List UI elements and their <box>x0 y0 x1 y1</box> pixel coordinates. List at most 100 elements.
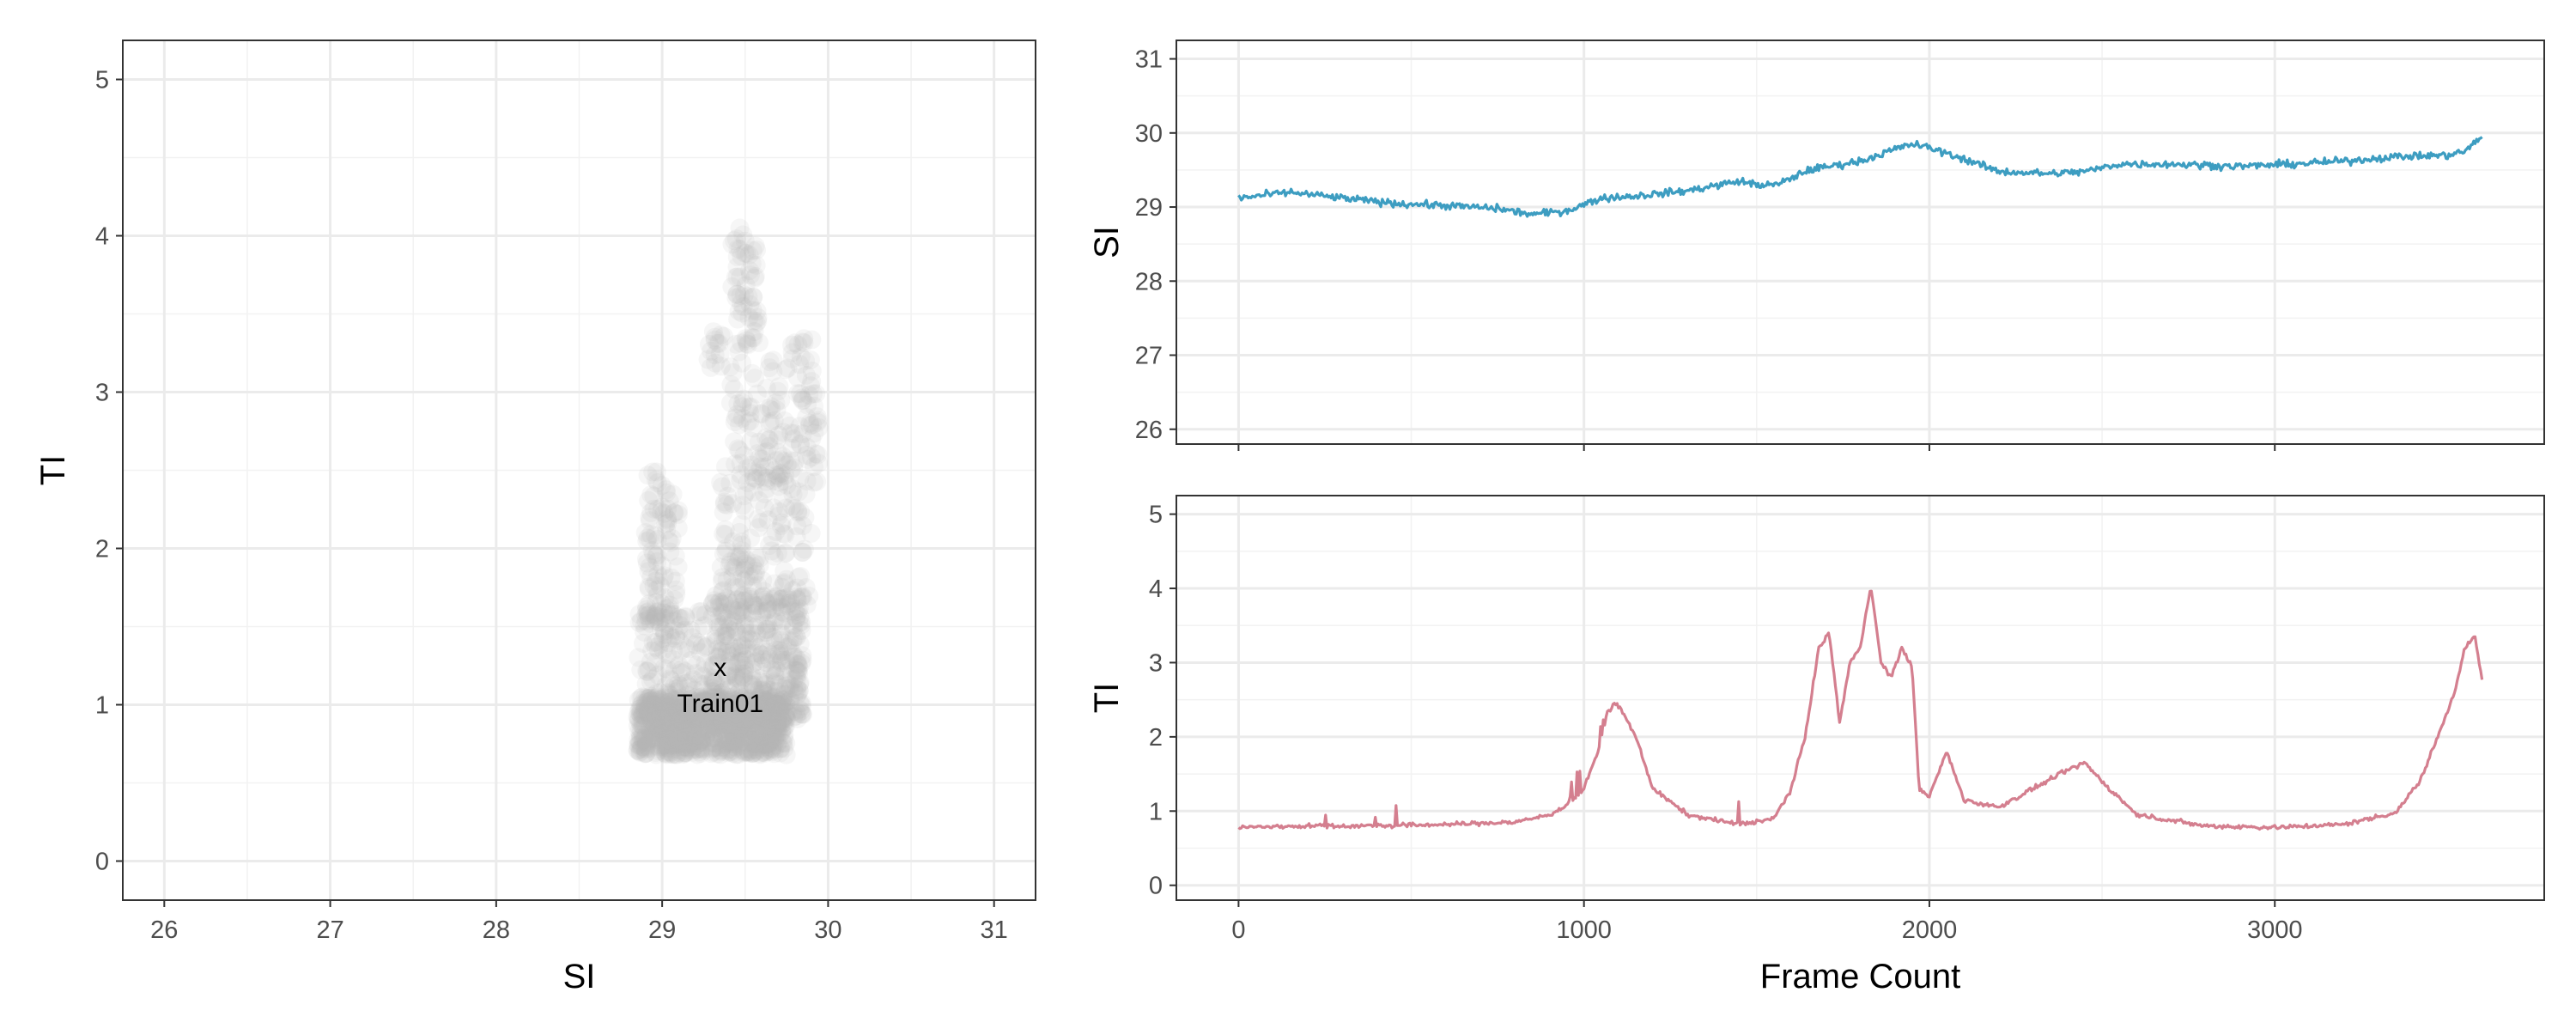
scatter-point <box>726 715 745 735</box>
scatter-point <box>641 722 660 742</box>
scatter-point <box>732 707 751 727</box>
scatter-point <box>688 725 708 745</box>
scatter-point <box>772 598 792 618</box>
scatter-point <box>723 362 743 382</box>
scatter-point <box>725 619 744 639</box>
scatter-point <box>770 743 790 763</box>
scatter-point <box>666 585 686 605</box>
scatter-point <box>636 703 656 722</box>
scatter-point <box>763 700 783 720</box>
scatter-point <box>778 588 797 607</box>
scatter-point <box>753 649 773 669</box>
scatter-point <box>769 697 788 717</box>
scatter-point <box>744 418 763 438</box>
scatter-point <box>659 531 678 551</box>
scatter-point <box>758 593 778 612</box>
scatter-point <box>714 592 734 612</box>
scatter-point <box>643 669 663 689</box>
scatter-point <box>756 691 775 710</box>
scatter-point <box>676 737 696 757</box>
scatter-point <box>743 744 762 763</box>
scatter-point <box>704 704 724 724</box>
scatter-point <box>652 502 671 521</box>
scatter-point <box>703 710 722 730</box>
scatter-point <box>738 335 758 355</box>
scatter-point <box>744 288 763 307</box>
scatter-point <box>789 663 809 683</box>
scatter-point <box>776 709 796 729</box>
scatter-point <box>744 678 763 697</box>
scatter-point <box>793 332 812 352</box>
scatter-point <box>768 543 787 563</box>
scatter-point <box>724 638 744 657</box>
scatter-point <box>726 691 746 711</box>
scatter-point <box>651 690 671 709</box>
scatter-point <box>771 614 791 634</box>
scatter-point <box>702 724 720 744</box>
scatter-point <box>694 703 714 722</box>
scatter-point <box>725 694 744 714</box>
scatter-point <box>699 695 719 715</box>
scatter-point <box>653 568 673 588</box>
scatter-point <box>651 715 671 734</box>
scatter-point <box>669 728 688 747</box>
scatter-point <box>649 741 669 761</box>
scatter-point <box>788 384 807 404</box>
scatter-point <box>696 697 716 716</box>
scatter-point <box>671 688 690 708</box>
scatter-point <box>757 702 776 721</box>
scatter-point <box>706 353 725 373</box>
scatter-point <box>787 661 807 681</box>
scatter-point <box>752 449 772 469</box>
scatter-point <box>662 695 682 715</box>
scatter-point <box>733 636 753 656</box>
scatter-point <box>655 701 675 721</box>
scatter-point <box>691 731 710 751</box>
scatter-point <box>761 721 780 740</box>
scatter-point <box>787 661 806 680</box>
scatter-point <box>754 736 774 756</box>
scatter-point <box>657 729 676 749</box>
scatter-point <box>750 680 769 700</box>
scatter-point <box>728 439 748 459</box>
scatter-point <box>806 444 826 464</box>
scatter-point <box>692 732 712 752</box>
scatter-point <box>743 674 762 694</box>
scatter-point <box>708 687 728 707</box>
scatter-point <box>749 689 769 709</box>
scatter-point <box>780 636 799 656</box>
scatter-point <box>635 729 654 749</box>
scatter-point <box>691 687 711 707</box>
scatter-point <box>753 707 773 727</box>
scatter-point <box>720 617 739 636</box>
scatter-point <box>743 721 762 740</box>
scatter-point <box>773 447 793 466</box>
scatter-point <box>689 712 708 732</box>
scatter-point <box>769 723 787 743</box>
scatter-point <box>665 546 685 566</box>
scatter-point <box>690 701 709 721</box>
scatter-point <box>674 736 694 756</box>
scatter-point <box>749 332 769 352</box>
scatter-point <box>688 697 707 717</box>
scatter-point <box>665 629 685 648</box>
scatter-point <box>717 588 737 608</box>
scatter-point <box>716 609 736 629</box>
scatter-point <box>695 694 714 714</box>
scatter-point <box>743 604 762 624</box>
scatter-point <box>727 695 746 715</box>
scatter-point <box>712 688 732 708</box>
scatter-point <box>686 704 706 724</box>
scatter-point <box>768 381 787 401</box>
scatter-point <box>714 685 733 705</box>
scatter-point <box>713 641 732 661</box>
scatter-point <box>757 698 777 718</box>
scatter-point <box>756 716 776 736</box>
scatter-point <box>734 655 754 675</box>
scatter-point <box>673 738 693 758</box>
scatter-point <box>802 447 822 467</box>
scatter-point <box>733 668 753 688</box>
scatter-point <box>657 706 677 726</box>
scatter-point <box>649 715 669 735</box>
scatter-point <box>713 633 732 653</box>
